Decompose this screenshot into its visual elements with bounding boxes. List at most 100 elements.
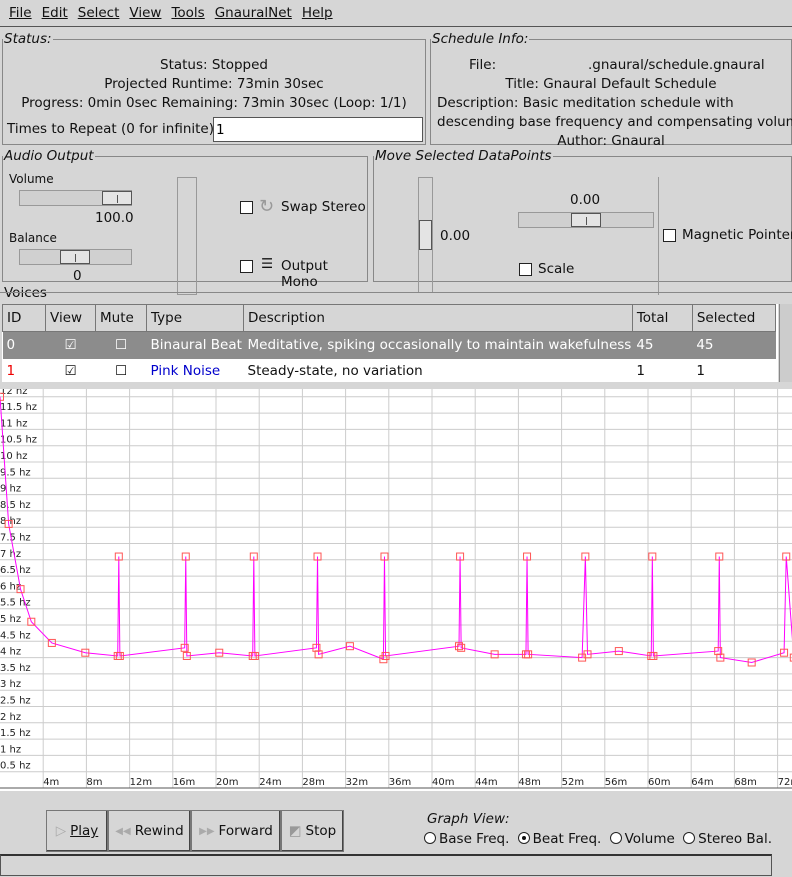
forward-button[interactable]: ▶▶ Forward bbox=[191, 810, 281, 852]
repeat-input[interactable] bbox=[213, 117, 423, 142]
voices-header-row: ID View Mute Type Description Total Sele… bbox=[2, 304, 777, 332]
data-point[interactable] bbox=[345, 642, 354, 651]
data-point[interactable] bbox=[716, 653, 725, 662]
col-view[interactable]: View bbox=[45, 304, 96, 332]
horizontal-thumb[interactable] bbox=[571, 213, 601, 227]
data-point[interactable] bbox=[455, 642, 463, 651]
balance-thumb[interactable] bbox=[60, 250, 90, 264]
voice-row-0[interactable]: 0 ☑ ☐ Binaural Beat Meditative, spiking … bbox=[2, 331, 776, 359]
menu-help[interactable]: Help bbox=[301, 5, 333, 21]
y-tick-label: 8 hz bbox=[0, 516, 21, 527]
scale-label: Scale bbox=[538, 261, 575, 277]
data-point[interactable] bbox=[0, 392, 4, 401]
data-point[interactable] bbox=[583, 650, 592, 659]
col-total[interactable]: Total bbox=[631, 304, 693, 332]
volume-slider[interactable] bbox=[19, 190, 132, 206]
data-point[interactable] bbox=[180, 643, 189, 652]
runtime-text: Projected Runtime: 73min 30sec bbox=[104, 76, 324, 92]
col-mute[interactable]: Mute bbox=[95, 304, 147, 332]
stop-button[interactable]: ◩ Stop bbox=[281, 810, 344, 852]
output-mono-checkbox[interactable] bbox=[240, 260, 253, 273]
menu-file[interactable]: File bbox=[9, 5, 32, 21]
data-point[interactable] bbox=[16, 585, 25, 594]
data-point[interactable] bbox=[115, 651, 124, 660]
voices-scrollbar[interactable] bbox=[779, 304, 792, 382]
data-point[interactable] bbox=[747, 658, 756, 667]
data-point[interactable] bbox=[381, 651, 390, 660]
rewind-button[interactable]: ◀◀ Rewind bbox=[108, 810, 191, 852]
voice-id: 1 bbox=[6, 362, 16, 379]
swap-stereo-checkbox[interactable] bbox=[240, 201, 253, 214]
menu-edit[interactable]: Edit bbox=[41, 5, 68, 21]
horizontal-move-slider[interactable] bbox=[518, 212, 654, 228]
data-point[interactable] bbox=[182, 651, 191, 660]
data-point[interactable] bbox=[614, 647, 623, 656]
data-point[interactable] bbox=[4, 519, 13, 528]
data-point[interactable] bbox=[27, 617, 36, 626]
menu-view[interactable]: View bbox=[129, 5, 162, 21]
col-type[interactable]: Type bbox=[146, 304, 244, 332]
mute-checkbox[interactable]: ☐ bbox=[114, 362, 128, 379]
data-point[interactable] bbox=[782, 552, 791, 561]
schedule-title: Title: Gnaural Default Schedule bbox=[505, 76, 717, 92]
radio-volume[interactable] bbox=[609, 832, 622, 844]
radio-base-freq[interactable] bbox=[424, 832, 436, 844]
data-point[interactable] bbox=[380, 552, 389, 561]
col-selected[interactable]: Selected bbox=[691, 304, 777, 332]
menu-tools[interactable]: Tools bbox=[171, 5, 205, 21]
data-point[interactable] bbox=[715, 552, 724, 561]
balance-slider[interactable] bbox=[19, 249, 132, 265]
play-label: Play bbox=[70, 823, 99, 839]
stereo-bal-label: Stereo Bal. bbox=[698, 831, 772, 847]
menu-select[interactable]: Select bbox=[77, 5, 120, 21]
y-tick-label: 3.5 hz bbox=[0, 663, 31, 674]
play-button[interactable]: ▷ Play bbox=[46, 810, 108, 852]
vertical-move-slider[interactable] bbox=[418, 177, 433, 293]
radio-beat-freq[interactable] bbox=[517, 832, 530, 844]
x-tick-label: 12m bbox=[130, 777, 152, 788]
y-tick-label: 11.5 hz bbox=[0, 402, 37, 413]
data-point[interactable] bbox=[581, 552, 590, 561]
data-point[interactable] bbox=[249, 552, 258, 561]
graph[interactable]: 0.5 hz 1 hz 1.5 hz 2 hz 2.5 hz 3 hz 3.5 hz 4 hz… bbox=[0, 389, 792, 791]
view-checkbox[interactable]: ☑ bbox=[64, 337, 77, 354]
data-point[interactable] bbox=[780, 648, 789, 657]
data-point[interactable] bbox=[523, 552, 532, 561]
data-point[interactable] bbox=[314, 650, 323, 659]
data-point[interactable] bbox=[789, 653, 792, 662]
menu-gnauralnet[interactable]: GnauralNet bbox=[214, 5, 292, 21]
data-point[interactable] bbox=[114, 552, 123, 561]
data-point[interactable] bbox=[47, 638, 56, 647]
view-checkbox[interactable]: ☑ bbox=[64, 362, 77, 379]
data-point[interactable] bbox=[457, 643, 466, 652]
data-point[interactable] bbox=[524, 650, 533, 659]
col-id[interactable]: ID bbox=[2, 304, 46, 332]
mute-checkbox[interactable]: ☐ bbox=[114, 337, 128, 354]
data-point[interactable] bbox=[250, 651, 259, 660]
divider bbox=[658, 177, 659, 295]
y-tick-label: 0.5 hz bbox=[0, 761, 31, 772]
scale-checkbox[interactable] bbox=[519, 263, 532, 276]
magnetic-pointer-checkbox[interactable] bbox=[663, 229, 676, 242]
stop-icon: ◩ bbox=[288, 823, 302, 839]
data-point[interactable] bbox=[456, 552, 465, 561]
voice-total: 1 bbox=[636, 362, 645, 379]
voice-type: Binaural Beat bbox=[150, 337, 242, 354]
data-point[interactable] bbox=[649, 651, 658, 660]
col-description[interactable]: Description bbox=[243, 304, 633, 332]
y-tick-label: 7 hz bbox=[0, 549, 21, 560]
volume-thumb[interactable] bbox=[102, 191, 132, 205]
file-label: File: bbox=[469, 57, 497, 73]
data-point[interactable] bbox=[181, 552, 190, 561]
voice-row-1[interactable]: 1 ☑ ☐ Pink Noise Steady-state, no variat… bbox=[3, 359, 776, 383]
vertical-thumb[interactable] bbox=[419, 220, 432, 250]
data-point[interactable] bbox=[648, 552, 657, 561]
x-tick-label: 72m bbox=[778, 777, 792, 788]
data-point[interactable] bbox=[215, 648, 224, 657]
data-point[interactable] bbox=[490, 650, 499, 659]
data-point[interactable] bbox=[313, 552, 322, 561]
data-point[interactable] bbox=[81, 648, 90, 657]
play-icon: ▷ bbox=[55, 823, 67, 839]
x-tick-label: 40m bbox=[432, 777, 454, 788]
radio-stereo-bal[interactable] bbox=[683, 832, 696, 844]
